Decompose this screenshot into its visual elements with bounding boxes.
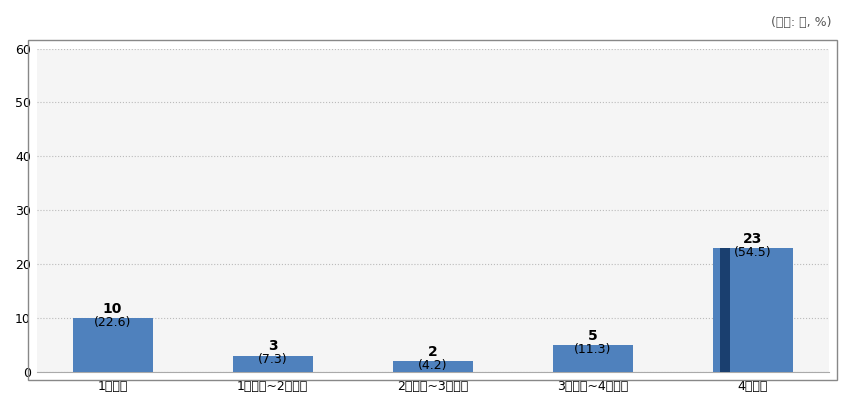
Text: 2: 2 (428, 345, 438, 359)
Bar (553, 345, 633, 372)
Text: (7.3): (7.3) (258, 353, 288, 366)
Text: 3: 3 (268, 339, 278, 353)
Bar (713, 248, 793, 372)
Text: 23: 23 (744, 232, 763, 246)
Text: (54.5): (54.5) (734, 246, 771, 259)
Text: (4.2): (4.2) (418, 359, 447, 372)
Text: 10: 10 (103, 302, 122, 316)
Text: (11.3): (11.3) (574, 343, 612, 356)
Bar (73, 318, 153, 372)
Text: 5: 5 (588, 328, 598, 343)
Text: (단위: 명, %): (단위: 명, %) (771, 16, 831, 29)
Text: (22.6): (22.6) (94, 316, 132, 329)
Bar (392, 361, 473, 372)
Bar (720, 248, 730, 372)
Bar (233, 355, 313, 372)
